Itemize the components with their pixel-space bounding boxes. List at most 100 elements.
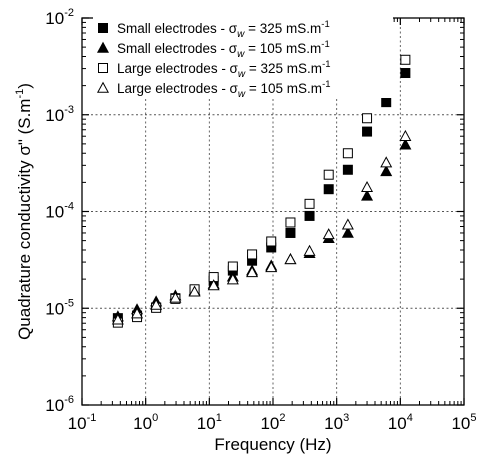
legend-entry-label: Large electrodes - σw = 325 mS.m-1 bbox=[117, 59, 331, 80]
series-4 bbox=[111, 129, 412, 325]
legend-label-exponent: -1 bbox=[322, 79, 330, 90]
data-point bbox=[381, 97, 392, 108]
data-point bbox=[304, 210, 315, 221]
data-point bbox=[285, 217, 296, 228]
x-tick-label: 103 bbox=[324, 412, 349, 433]
legend-label-subscript: w bbox=[238, 69, 246, 80]
x-tick-label: 102 bbox=[260, 412, 285, 433]
y-tick-label: 10-4 bbox=[45, 201, 74, 222]
x-tick-label: 100 bbox=[133, 412, 158, 433]
legend-label-subscript: w bbox=[237, 29, 245, 40]
y-tick-label-base: 10 bbox=[45, 396, 64, 415]
legend-label-prefix: Small electrodes - σ bbox=[117, 21, 238, 36]
x-tick-label-exponent: 0 bbox=[152, 412, 158, 424]
data-point bbox=[227, 261, 238, 272]
x-tick-label-base: 10 bbox=[68, 414, 87, 433]
legend-label-exponent: -1 bbox=[321, 19, 329, 30]
data-point bbox=[380, 156, 393, 168]
legend-label-exponent: -1 bbox=[322, 59, 330, 70]
legend-label-subscript: w bbox=[237, 49, 245, 60]
legend-label-value: = 105 mS.m bbox=[245, 81, 322, 96]
x-axis-label: Frequency (Hz) bbox=[214, 435, 331, 454]
legend-label-value: = 105 mS.m bbox=[244, 41, 321, 56]
data-point bbox=[400, 68, 411, 79]
y-axis-label-close: ) bbox=[15, 83, 34, 89]
data-point bbox=[303, 244, 316, 256]
y-tick-label-exponent: -3 bbox=[64, 104, 74, 116]
legend-entry-label: Large electrodes - σw = 105 mS.m-1 bbox=[117, 79, 331, 100]
legend-marker bbox=[96, 81, 110, 93]
y-tick-label-base: 10 bbox=[45, 106, 64, 125]
data-point bbox=[285, 227, 296, 238]
data-point bbox=[266, 236, 277, 247]
y-axis-label-exponent: -1 bbox=[14, 89, 26, 99]
data-point bbox=[265, 260, 278, 273]
data-point bbox=[322, 228, 335, 240]
data-point bbox=[131, 307, 144, 319]
legend-label-exponent: -1 bbox=[321, 39, 329, 50]
data-point bbox=[361, 189, 374, 201]
x-tick-label-base: 10 bbox=[260, 414, 279, 433]
legend-entry-label: Small electrodes - σw = 105 mS.m-1 bbox=[117, 39, 330, 60]
data-point bbox=[169, 291, 182, 303]
legend-background bbox=[93, 16, 393, 98]
data-point bbox=[362, 113, 373, 124]
data-point bbox=[361, 180, 374, 193]
data-point bbox=[400, 54, 411, 65]
x-tick-label-base: 10 bbox=[451, 414, 470, 433]
data-point bbox=[362, 126, 373, 137]
data-point bbox=[111, 313, 124, 325]
x-tick-label-exponent: 4 bbox=[407, 412, 413, 424]
series-2 bbox=[111, 138, 412, 322]
y-tick-label: 10-3 bbox=[45, 104, 74, 125]
x-tick-label-exponent: 2 bbox=[279, 412, 285, 424]
x-tick-label-exponent: 3 bbox=[343, 412, 349, 424]
legend-marker bbox=[96, 41, 110, 53]
legend-label-value: = 325 mS.m bbox=[244, 21, 321, 36]
legend-marker bbox=[98, 63, 108, 73]
x-tick-label-base: 10 bbox=[133, 414, 152, 433]
y-axis-label-main: Quadrature conductivity σ" (S.m bbox=[15, 99, 34, 340]
x-tick-label: 101 bbox=[197, 412, 222, 433]
x-tick-label: 105 bbox=[451, 412, 476, 433]
legend-label-value: = 325 mS.m bbox=[245, 61, 322, 76]
data-point bbox=[226, 273, 239, 285]
x-tick-label-exponent: 1 bbox=[216, 412, 222, 424]
data-point bbox=[399, 138, 412, 150]
data-point bbox=[207, 279, 220, 291]
y-tick-label-exponent: -6 bbox=[64, 394, 74, 406]
data-point bbox=[304, 198, 315, 209]
x-tick-label-exponent: -1 bbox=[87, 412, 97, 424]
legend: Small electrodes - σw = 325 mS.m-1Small … bbox=[93, 16, 393, 100]
data-point bbox=[342, 148, 353, 159]
x-tick-label-exponent: 5 bbox=[470, 412, 476, 424]
legend-label-prefix: Large electrodes - σ bbox=[117, 61, 239, 76]
y-tick-label-base: 10 bbox=[45, 299, 64, 318]
legend-label-prefix: Small electrodes - σ bbox=[117, 41, 238, 56]
data-point bbox=[342, 164, 353, 175]
data-point bbox=[188, 285, 201, 297]
y-tick-label-exponent: -2 bbox=[64, 7, 74, 19]
x-tick-label-base: 10 bbox=[324, 414, 343, 433]
x-tick-labels: 10-1 100 101 102 103 104 105 bbox=[68, 412, 477, 433]
x-tick-label: 10-1 bbox=[68, 412, 97, 433]
y-axis-label: Quadrature conductivity σ" (S.m-1) bbox=[14, 83, 34, 340]
data-point bbox=[399, 129, 412, 141]
data-point bbox=[341, 226, 354, 238]
y-tick-label-exponent: -5 bbox=[64, 297, 74, 309]
y-tick-label-exponent: -4 bbox=[64, 201, 74, 213]
y-tick-label: 10-5 bbox=[45, 297, 74, 318]
legend-label-prefix: Large electrodes - σ bbox=[117, 81, 239, 96]
x-tick-label: 104 bbox=[388, 412, 413, 433]
y-tick-label: 10-2 bbox=[45, 7, 74, 28]
data-point bbox=[323, 169, 334, 180]
data-point bbox=[380, 165, 393, 177]
y-tick-label-base: 10 bbox=[45, 9, 64, 28]
data-point bbox=[246, 266, 259, 278]
legend-entry-label: Small electrodes - σw = 325 mS.m-1 bbox=[117, 19, 330, 40]
y-tick-label-base: 10 bbox=[45, 203, 64, 222]
x-tick-label-base: 10 bbox=[388, 414, 407, 433]
data-point bbox=[150, 298, 163, 310]
data-point bbox=[323, 184, 334, 195]
